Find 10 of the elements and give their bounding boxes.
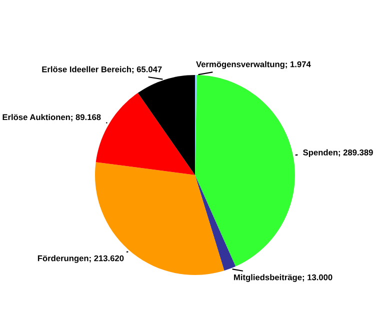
pie-slice — [95, 162, 224, 275]
slice-label: Mitgliedsbeiträge; 13.000 — [234, 274, 332, 282]
pie-slice — [195, 175, 236, 271]
slice-label: Erlöse Auktionen; 89.168 — [2, 114, 101, 122]
slice-label: Förderungen; 213.620 — [38, 255, 124, 263]
slice-label: Spenden; 289.389 — [303, 149, 373, 158]
slice-label: Erlöse Ideeller Bereich; 65.047 — [42, 66, 162, 74]
pie-slice — [195, 75, 295, 266]
slice-label: Vermögensverwaltung; 1.974 — [196, 61, 311, 69]
pie-slice — [138, 75, 195, 175]
